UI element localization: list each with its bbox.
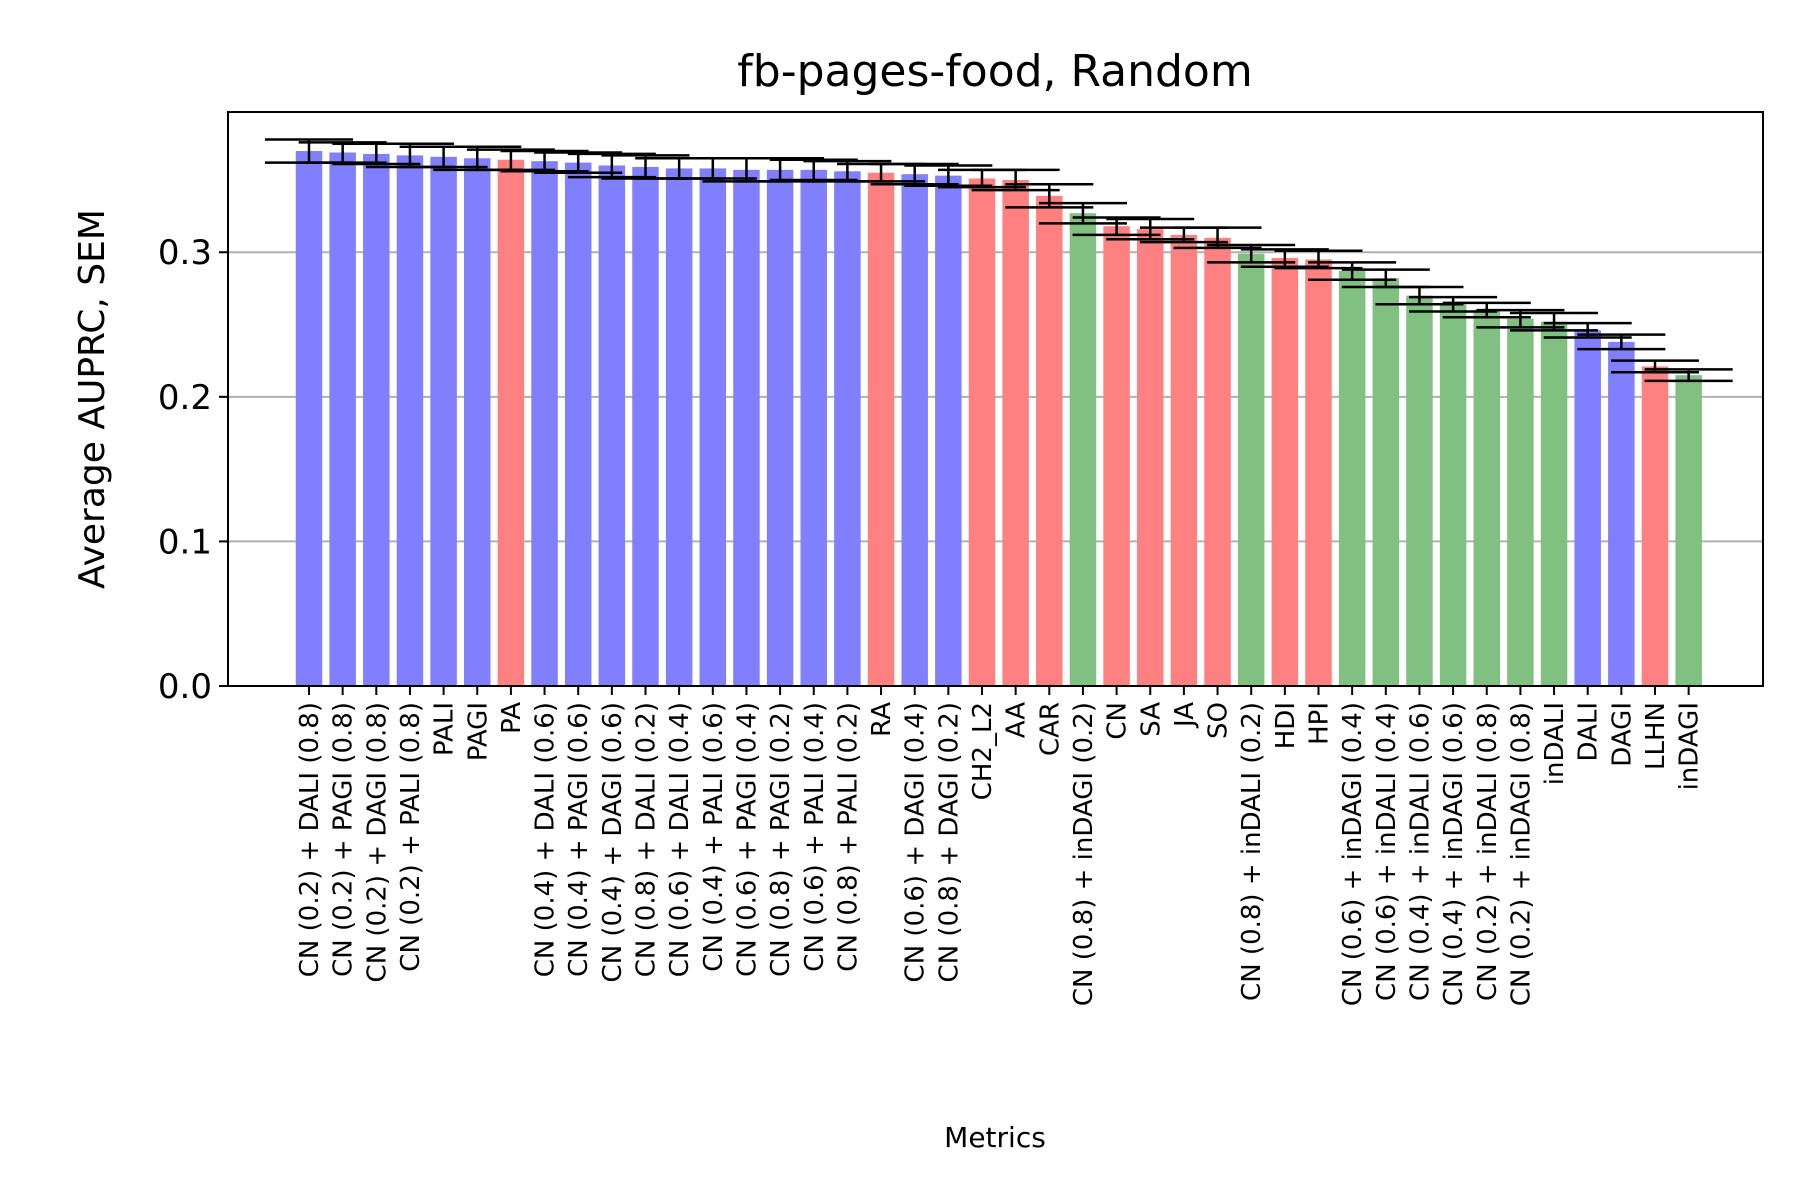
bar xyxy=(968,178,996,686)
x-tick-label: CN (0.6) + inDAGI (0.4) xyxy=(1338,702,1368,1006)
x-tick-label: HPI xyxy=(1305,702,1335,745)
bar xyxy=(867,172,895,686)
y-tick-label: 0.2 xyxy=(158,378,212,418)
x-tick-label: PAGI xyxy=(463,702,493,761)
x-tick-label: CN (0.2) + inDAGI (0.8) xyxy=(1506,702,1536,1006)
x-tick-label: CN (0.4) + inDALI (0.6) xyxy=(1405,702,1435,1001)
x-tick-label: CN (0.8) + PAGI (0.2) xyxy=(766,702,796,977)
x-tick-label: SA xyxy=(1136,702,1166,737)
bar xyxy=(834,171,861,686)
chart-title: fb-pages-food, Random xyxy=(737,46,1252,97)
x-tick-label: CN (0.6) + PAGI (0.4) xyxy=(732,702,762,977)
bar xyxy=(531,161,558,686)
x-tick-label: CN (0.6) + PALI (0.4) xyxy=(800,702,830,972)
x-tick-label: CN (0.2) + PAGI (0.8) xyxy=(329,702,359,977)
y-tick-label: 0.0 xyxy=(158,667,212,707)
x-tick-label: CN (0.2) + PALI (0.8) xyxy=(396,702,426,972)
x-tick-label: CN (0.4) + inDAGI (0.6) xyxy=(1439,702,1469,1006)
x-tick-label: CN (0.2) + inDALI (0.8) xyxy=(1473,702,1503,1001)
bar xyxy=(1338,271,1366,686)
y-tick-label: 0.3 xyxy=(158,233,212,273)
x-tick-label: inDAGI xyxy=(1675,702,1705,790)
bar xyxy=(1608,341,1635,686)
bar xyxy=(733,169,760,687)
bar xyxy=(632,166,659,686)
bar xyxy=(430,156,457,686)
bar xyxy=(497,159,525,687)
plot-frame xyxy=(227,111,1764,687)
x-tick-label: CN (0.6) + inDALI (0.4) xyxy=(1372,702,1402,1001)
x-tick-label: LLHN xyxy=(1641,702,1671,770)
y-axis-label: Average AUPRC, SEM xyxy=(72,209,113,589)
x-tick-label: AA xyxy=(1002,702,1032,739)
x-tick-label: DAGI xyxy=(1607,702,1637,767)
bar xyxy=(935,175,962,686)
x-tick-label: JA xyxy=(1170,702,1200,729)
bar xyxy=(1170,234,1198,686)
x-tick-label: inDALI xyxy=(1540,702,1570,785)
x-axis-ticks: CN (0.2) + DALI (0.8) CN (0.2) + PAGI (0.… xyxy=(295,686,1705,1006)
x-tick-label: CN (0.2) + DALI (0.8) xyxy=(295,702,325,977)
x-tick-label: PA xyxy=(497,702,527,734)
bar xyxy=(396,155,424,687)
x-axis-label: Metrics xyxy=(944,1121,1046,1154)
bar xyxy=(1237,253,1265,686)
bar xyxy=(564,162,592,686)
x-tick-label: CN (0.8) + inDALI (0.2) xyxy=(1237,702,1267,1001)
bar xyxy=(1406,295,1433,686)
x-tick-label: CN (0.2) + DAGI (0.8) xyxy=(362,702,392,982)
bar xyxy=(1675,375,1702,686)
x-tick-label: CN (0.4) + PAGI (0.6) xyxy=(564,702,594,977)
bar xyxy=(598,165,626,686)
bar xyxy=(329,152,356,686)
x-tick-label: RA xyxy=(867,702,897,737)
x-tick-label: CN xyxy=(1103,702,1133,740)
bar xyxy=(1204,237,1231,687)
bar xyxy=(1036,195,1063,686)
bar xyxy=(1002,179,1029,687)
bar xyxy=(901,174,928,687)
bar xyxy=(1473,310,1500,686)
x-tick-label: CN (0.4) + DALI (0.6) xyxy=(531,702,561,977)
bar xyxy=(665,168,693,686)
x-tick-label: CAR xyxy=(1035,702,1065,756)
x-tick-label: HDI xyxy=(1271,702,1301,749)
bar xyxy=(1574,330,1601,686)
bar xyxy=(1540,321,1568,686)
bar xyxy=(1103,226,1130,686)
x-tick-label: CN (0.4) + PALI (0.6) xyxy=(699,702,729,972)
x-tick-label: CN (0.4) + DAGI (0.6) xyxy=(598,702,628,982)
x-tick-label: SO xyxy=(1204,702,1234,739)
x-tick-label: CN (0.8) + inDAGI (0.2) xyxy=(1069,702,1099,1006)
bar xyxy=(766,169,794,687)
x-tick-label: PALI xyxy=(430,702,460,756)
bar xyxy=(1069,213,1097,687)
bar xyxy=(363,153,390,687)
bar xyxy=(1305,259,1332,686)
bar xyxy=(699,168,727,686)
bar xyxy=(1641,366,1669,686)
bar xyxy=(1439,304,1467,686)
bar xyxy=(464,158,491,687)
x-tick-label: CH2_L2 xyxy=(968,702,998,800)
x-tick-label: CN (0.6) + DALI (0.4) xyxy=(665,702,695,977)
x-tick-label: CN (0.8) + PALI (0.2) xyxy=(833,702,863,972)
bar xyxy=(1372,278,1400,686)
bars xyxy=(295,151,1702,687)
bar xyxy=(1507,318,1534,686)
x-tick-label: CN (0.8) + DAGI (0.2) xyxy=(934,702,964,982)
bar xyxy=(1137,229,1164,687)
error-bars xyxy=(265,138,1733,383)
y-tick-label: 0.1 xyxy=(158,522,212,562)
bar xyxy=(800,169,827,687)
y-axis-ticks: 0.0 0.1 0.2 0.3 xyxy=(158,233,228,707)
bar xyxy=(295,151,323,686)
bar xyxy=(1271,258,1299,686)
x-tick-label: CN (0.8) + DALI (0.2) xyxy=(632,702,662,977)
x-tick-label: CN (0.6) + DAGI (0.4) xyxy=(901,702,931,982)
x-tick-label: DALI xyxy=(1574,702,1604,762)
